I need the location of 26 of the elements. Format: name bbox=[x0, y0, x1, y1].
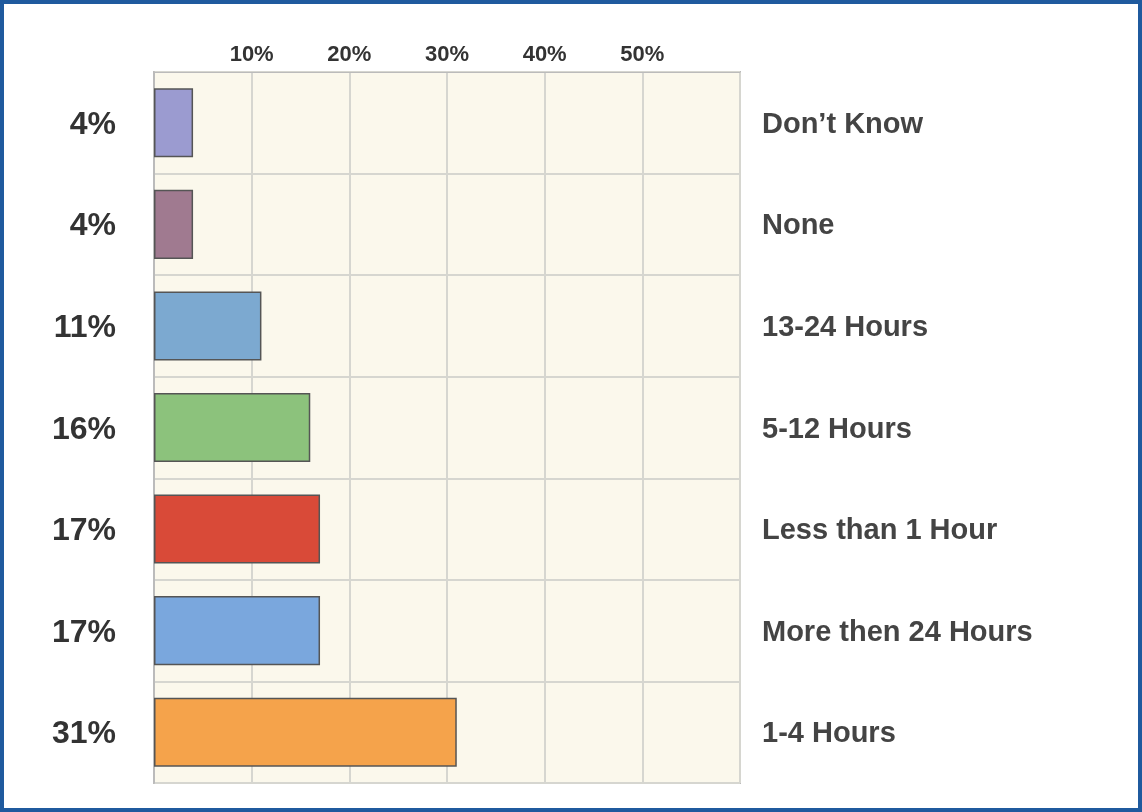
data-label: 4% bbox=[69, 206, 116, 243]
y-tick-label: 5-12 Hours bbox=[762, 411, 912, 444]
x-tick-label: 50% bbox=[620, 40, 665, 66]
bar bbox=[154, 392, 311, 463]
bar bbox=[154, 189, 194, 259]
bar bbox=[154, 88, 194, 158]
bar bbox=[154, 291, 262, 361]
x-tick-label: 40% bbox=[522, 40, 567, 66]
data-label: 4% bbox=[69, 104, 116, 141]
x-tick-label: 10% bbox=[229, 40, 274, 66]
bar bbox=[154, 697, 457, 767]
data-label: 16% bbox=[51, 409, 116, 446]
bar bbox=[154, 596, 321, 666]
data-label: 17% bbox=[51, 612, 116, 649]
data-label: 11% bbox=[53, 307, 116, 344]
y-tick-label: 1-4 Hours bbox=[762, 716, 896, 749]
x-tick-label: 30% bbox=[424, 40, 470, 66]
x-tick-label: 20% bbox=[327, 40, 372, 66]
data-label: 31% bbox=[51, 714, 116, 751]
y-tick-label: None bbox=[762, 208, 835, 241]
y-tick-label: Less than 1 Hour bbox=[762, 513, 998, 546]
y-tick-label: Don’t Know bbox=[762, 106, 924, 139]
bar bbox=[154, 494, 321, 564]
y-tick-label: More then 24 Hours bbox=[762, 614, 1033, 647]
y-tick-label: 13-24 Hours bbox=[762, 309, 929, 342]
data-label: 17% bbox=[51, 511, 116, 548]
